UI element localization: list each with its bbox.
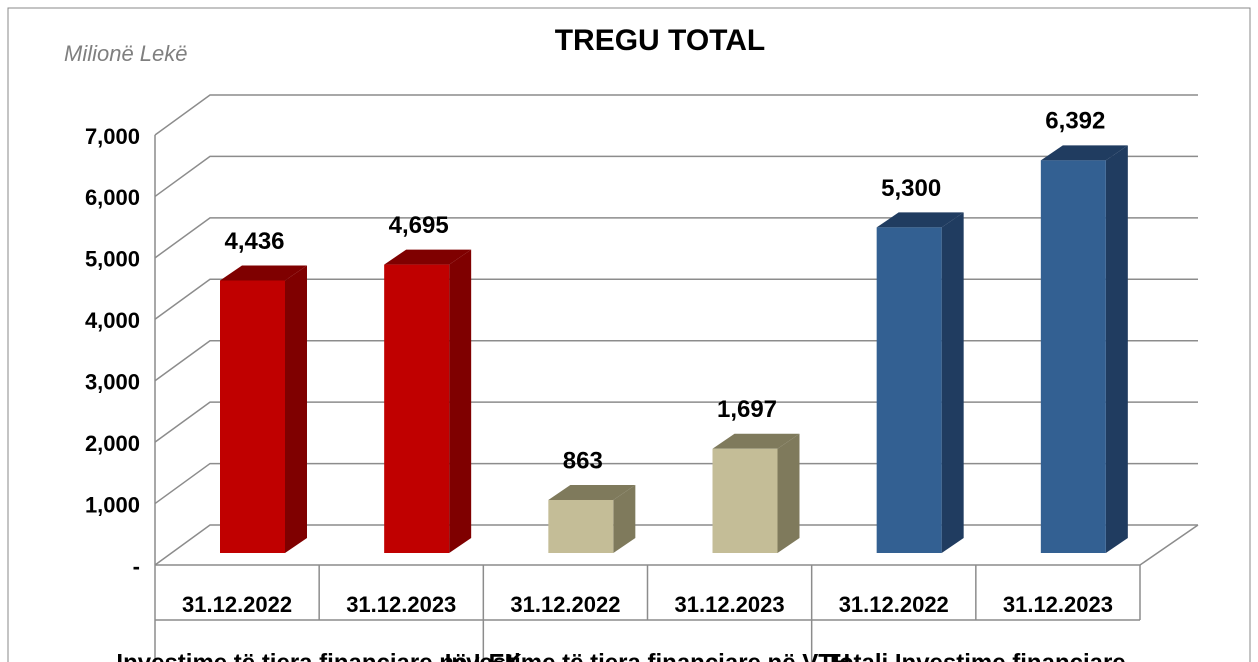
- bar-top: [384, 249, 472, 265]
- x-tick-label: 31.12.2022: [839, 592, 949, 617]
- grid-line: [154, 401, 1198, 443]
- grid-line: [154, 94, 1198, 136]
- x-tick-label: 31.12.2023: [1003, 592, 1113, 617]
- bar: [220, 265, 307, 553]
- y-axis-label: Milionë Lekë: [64, 41, 188, 66]
- grid-line: [154, 217, 1198, 259]
- y-tick-label: 3,000: [85, 370, 140, 395]
- bar-side: [613, 484, 636, 553]
- bar-front: [712, 448, 778, 553]
- bar-front: [220, 280, 285, 553]
- grid-line: [154, 278, 1198, 320]
- bar-top: [548, 484, 636, 500]
- value-label: 1,697: [717, 396, 777, 423]
- y-tick-label: 1,000: [85, 492, 140, 517]
- bar-front: [1040, 160, 1106, 553]
- bar-top: [220, 265, 307, 281]
- y-tick-label: 4,000: [85, 308, 140, 333]
- bar-front: [384, 264, 450, 553]
- y-tick-label: 5,000: [85, 247, 140, 272]
- bar-front: [876, 227, 942, 553]
- y-tick-label: 6,000: [85, 185, 140, 210]
- bar: [876, 212, 964, 553]
- bar-top: [1040, 145, 1128, 161]
- y-tick-label: 2,000: [85, 431, 140, 456]
- grid-line: [154, 462, 1198, 505]
- y-tick-label: 7,000: [85, 124, 140, 149]
- value-label: 6,392: [1045, 108, 1105, 135]
- bar-top: [876, 212, 964, 228]
- grid-line: [154, 524, 1198, 566]
- grid-line: [154, 155, 1198, 198]
- bar-front: [548, 499, 614, 553]
- x-tick-label: 31.12.2022: [510, 592, 620, 617]
- x-tick-label: 31.12.2023: [346, 592, 456, 617]
- value-label: 4,436: [224, 228, 284, 255]
- bar-side: [1105, 145, 1128, 553]
- bar: [548, 484, 636, 553]
- value-label: 863: [563, 447, 603, 474]
- bar-side: [285, 265, 307, 553]
- bar-side: [449, 249, 472, 554]
- bar: [1040, 145, 1128, 553]
- bar: [384, 249, 472, 554]
- x-tick-label: 31.12.2022: [182, 592, 292, 617]
- chart-title: TREGU TOTAL: [555, 24, 766, 57]
- group-label: Totali Investime financiare: [826, 649, 1126, 662]
- value-label: 4,695: [389, 212, 449, 239]
- bar-side: [941, 212, 964, 553]
- y-tick-label: -: [133, 554, 140, 579]
- bar: [712, 433, 800, 553]
- group-label: Investime të tjera financiare në LEK: [116, 649, 522, 662]
- group-label: Investime të tjera financiare në VTH: [445, 649, 850, 662]
- bar-top: [712, 433, 800, 449]
- value-label: 5,300: [881, 175, 941, 202]
- bar-side: [777, 433, 800, 553]
- x-tick-label: 31.12.2023: [675, 592, 785, 617]
- grid-line: [154, 339, 1198, 382]
